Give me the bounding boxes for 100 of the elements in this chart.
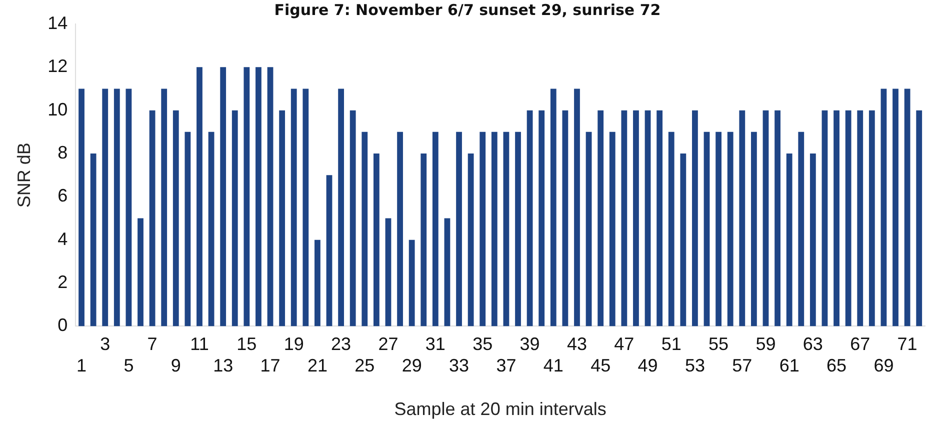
bar: [845, 110, 852, 326]
bar: [397, 132, 403, 326]
x-tick-label: 19: [284, 334, 304, 354]
bar: [680, 154, 686, 326]
bar: [256, 67, 262, 326]
bar: [598, 110, 604, 326]
bar: [373, 154, 380, 326]
x-tick-label: 43: [566, 334, 588, 354]
bar: [267, 67, 274, 326]
x-tick-label: 13: [213, 356, 234, 376]
bar: [550, 88, 556, 326]
bar: [586, 132, 592, 326]
bar: [208, 132, 214, 326]
bar: [762, 110, 769, 326]
bar: [868, 110, 875, 326]
bar: [326, 175, 332, 326]
x-tick-label: 55: [708, 334, 729, 354]
chart-title: Figure 7: November 6/7 sunset 29, sunrise 72: [274, 0, 661, 19]
bar: [90, 154, 96, 326]
x-tick-label: 5: [124, 356, 134, 376]
y-axis-title: SNR dB: [14, 142, 34, 208]
x-tick-label: 61: [779, 356, 800, 376]
bar: [480, 132, 486, 326]
bar: [420, 154, 427, 326]
y-tick-label: 4: [58, 228, 68, 249]
bar: [456, 132, 462, 326]
bar: [302, 88, 309, 326]
x-tick-label: 47: [614, 334, 634, 354]
bar: [172, 110, 179, 326]
x-tick-label: 49: [638, 356, 658, 376]
bar: [338, 88, 344, 326]
bar: [385, 218, 392, 326]
x-tick-label: 41: [543, 356, 564, 376]
bar: [716, 132, 722, 326]
bar: [526, 110, 533, 326]
bar: [290, 88, 297, 326]
bar: [633, 110, 639, 326]
bar: [408, 240, 415, 326]
x-tick-label: 69: [874, 356, 894, 376]
bar: [574, 88, 580, 326]
x-tick-label: 39: [520, 334, 540, 354]
bar: [149, 110, 156, 326]
bar: [798, 132, 804, 326]
bar: [822, 110, 828, 326]
x-tick-label: 23: [331, 334, 352, 354]
y-tick-label: 2: [58, 272, 68, 292]
bar: [362, 132, 368, 326]
x-tick-label: 15: [236, 334, 257, 354]
bar: [609, 132, 616, 326]
x-tick-label: 9: [170, 356, 181, 376]
bar: [350, 110, 356, 326]
x-tick-label: 25: [354, 356, 375, 376]
bar: [279, 110, 286, 326]
y-tick-label: 8: [58, 142, 68, 162]
x-tick-label: 67: [850, 334, 870, 354]
bar: [739, 110, 746, 326]
x-tick-label: 35: [472, 334, 493, 354]
bar: [432, 132, 438, 326]
bar: [810, 154, 816, 326]
bar: [562, 110, 568, 326]
x-tick-label: 17: [260, 356, 280, 376]
x-tick-label: 37: [496, 356, 516, 376]
bar: [232, 110, 238, 326]
x-tick-label: 57: [732, 356, 752, 376]
bar: [220, 67, 226, 326]
bar: [904, 88, 910, 326]
bar: [196, 67, 202, 326]
bar: [161, 88, 168, 326]
x-tick-label: 33: [449, 356, 470, 376]
x-tick-label: 29: [402, 356, 422, 376]
bar: [750, 132, 757, 326]
x-tick-label: 11: [190, 334, 209, 354]
x-axis-title: Sample at 20 min intervals: [394, 399, 606, 420]
y-tick-label: 14: [48, 12, 68, 33]
bar: [727, 132, 734, 326]
x-tick-label: 1: [76, 356, 87, 376]
x-tick-label: 27: [378, 334, 398, 354]
y-tick-label: 10: [48, 99, 68, 120]
bar: [644, 110, 651, 326]
bar: [880, 88, 887, 326]
bar: [892, 88, 898, 326]
bar: [538, 110, 545, 326]
x-tick-label: 31: [425, 334, 446, 354]
x-tick-label: 53: [684, 356, 705, 376]
bar: [774, 110, 780, 326]
bar: [656, 110, 663, 326]
bar: [692, 110, 698, 326]
x-tick-label: 63: [802, 334, 823, 354]
x-tick-label: 3: [100, 334, 110, 354]
bar: [126, 88, 132, 326]
bar: [621, 110, 628, 326]
x-tick-label: 7: [147, 334, 158, 354]
bar: [102, 88, 108, 326]
y-tick-label: 6: [58, 186, 68, 206]
x-tick-label: 59: [756, 334, 776, 354]
bar: [138, 218, 144, 326]
bar: [491, 132, 498, 326]
bar: [503, 132, 510, 326]
bar: [314, 240, 320, 326]
y-tick-label: 12: [48, 56, 68, 76]
